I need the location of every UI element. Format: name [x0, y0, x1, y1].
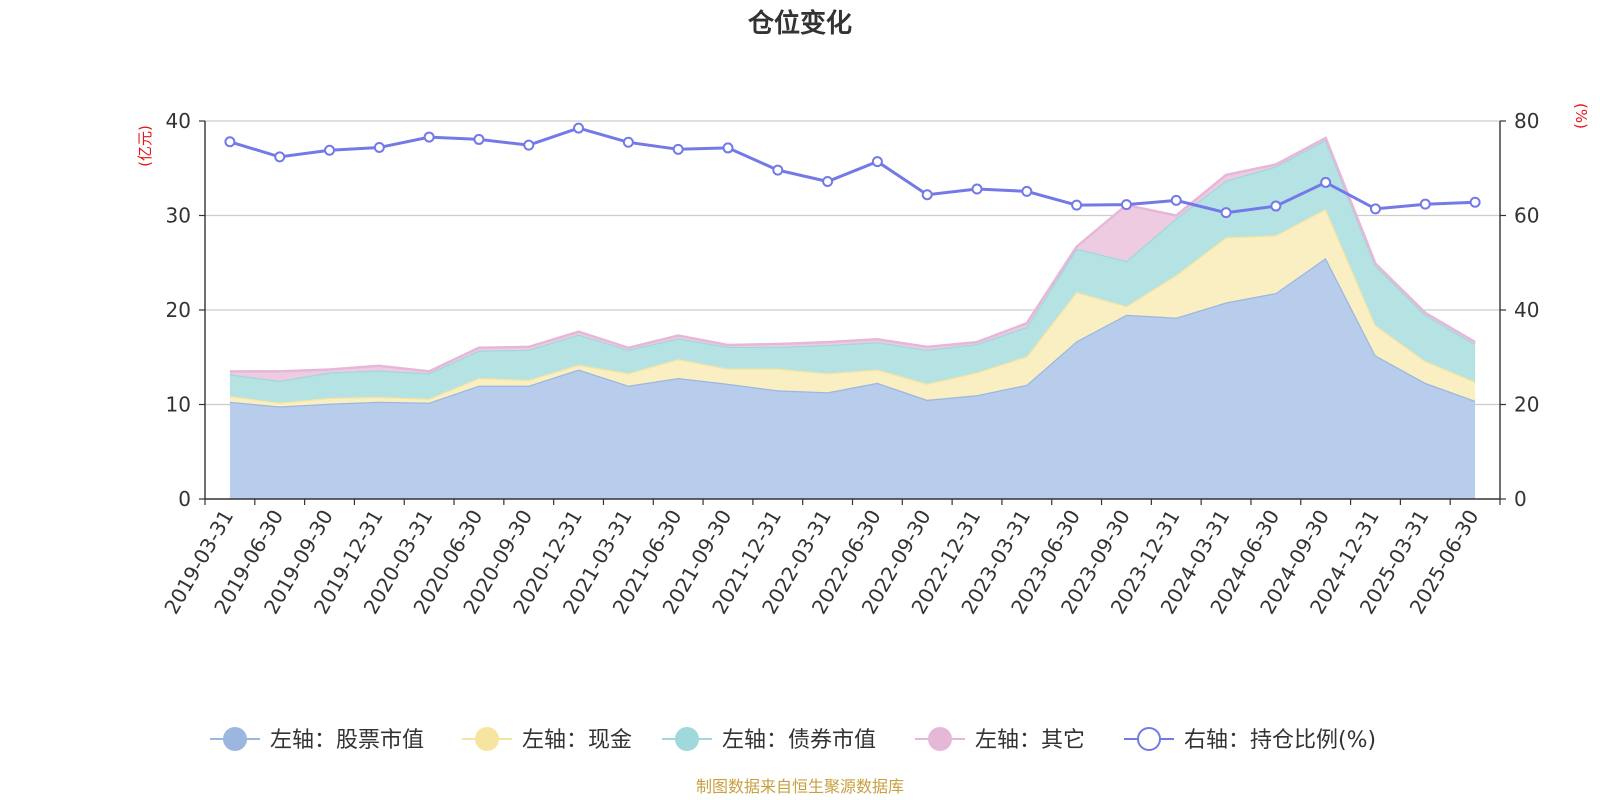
legend-swatch-marker [675, 727, 699, 751]
ratio-point [373, 141, 385, 153]
legend-swatch-marker [928, 727, 952, 751]
area-top-line [229, 136, 1476, 373]
legend-swatch-marker [1137, 727, 1161, 751]
ratio-point [1071, 199, 1083, 211]
ratio-point [324, 144, 336, 156]
ratio-point [224, 136, 236, 148]
legend: 左轴：股票市值 左轴：现金 左轴：债券市值 左轴：其它 右轴：持仓比例(%) [210, 727, 1376, 753]
ratio-point [1270, 200, 1282, 212]
area-fill [229, 139, 1476, 403]
left-axis-tick-label: 30 [166, 204, 191, 228]
right-axis-tick-label: 60 [1514, 204, 1539, 228]
legend-label: 右轴：持仓比例(%) [1184, 728, 1376, 753]
ratio-point [1021, 185, 1033, 197]
ratio-point [1320, 176, 1332, 188]
ratio-point [772, 164, 784, 176]
legend-swatch-marker [223, 727, 247, 751]
ratio-point [871, 156, 883, 168]
left-axis-tick-label: 40 [166, 109, 191, 133]
right-axis-tick-label: 40 [1514, 298, 1539, 322]
ratio-point [971, 183, 983, 195]
left-axis-tick-label: 20 [166, 298, 191, 322]
left-axis-tick-label: 10 [166, 393, 191, 417]
ratio-point [423, 131, 435, 143]
stacked-areas [229, 136, 1476, 499]
ratio-point [1419, 198, 1431, 210]
ratio-point [822, 175, 834, 187]
legend-label: 左轴：股票市值 [270, 728, 424, 753]
ratio-point [473, 133, 485, 145]
ratio-point [1220, 207, 1232, 219]
left-axis-tick-label: 0 [178, 487, 191, 511]
source-note: 制图数据来自恒生聚源数据库 [696, 777, 904, 796]
ratio-line [229, 126, 1476, 215]
right-axis-tick-label: 20 [1514, 393, 1539, 417]
chart-title: 仓位变化 [747, 8, 852, 39]
ratio-point [1369, 203, 1381, 215]
ratio-point [274, 151, 286, 163]
ratio-point [523, 139, 535, 151]
right-axis-unit: (%) [1572, 103, 1590, 129]
area-fill [229, 258, 1476, 499]
right-axis-tick-label: 0 [1514, 487, 1527, 511]
ratio-point [1469, 196, 1481, 208]
left-axis-unit: (亿元) [136, 125, 154, 167]
legend-swatch-marker [475, 727, 499, 751]
right-axis-tick-label: 80 [1514, 109, 1539, 133]
legend-label: 左轴：债券市值 [722, 728, 876, 753]
ratio-point [921, 189, 933, 201]
legend-label: 左轴：现金 [522, 728, 632, 753]
legend-label: 左轴：其它 [975, 728, 1085, 753]
ratio-point [672, 143, 684, 155]
ratio-point [1170, 194, 1182, 206]
ratio-point [622, 136, 634, 148]
ratio-point [722, 142, 734, 154]
ratio-point [1120, 199, 1132, 211]
ratio-point [573, 122, 585, 134]
ratio-line-layer [224, 122, 1481, 219]
